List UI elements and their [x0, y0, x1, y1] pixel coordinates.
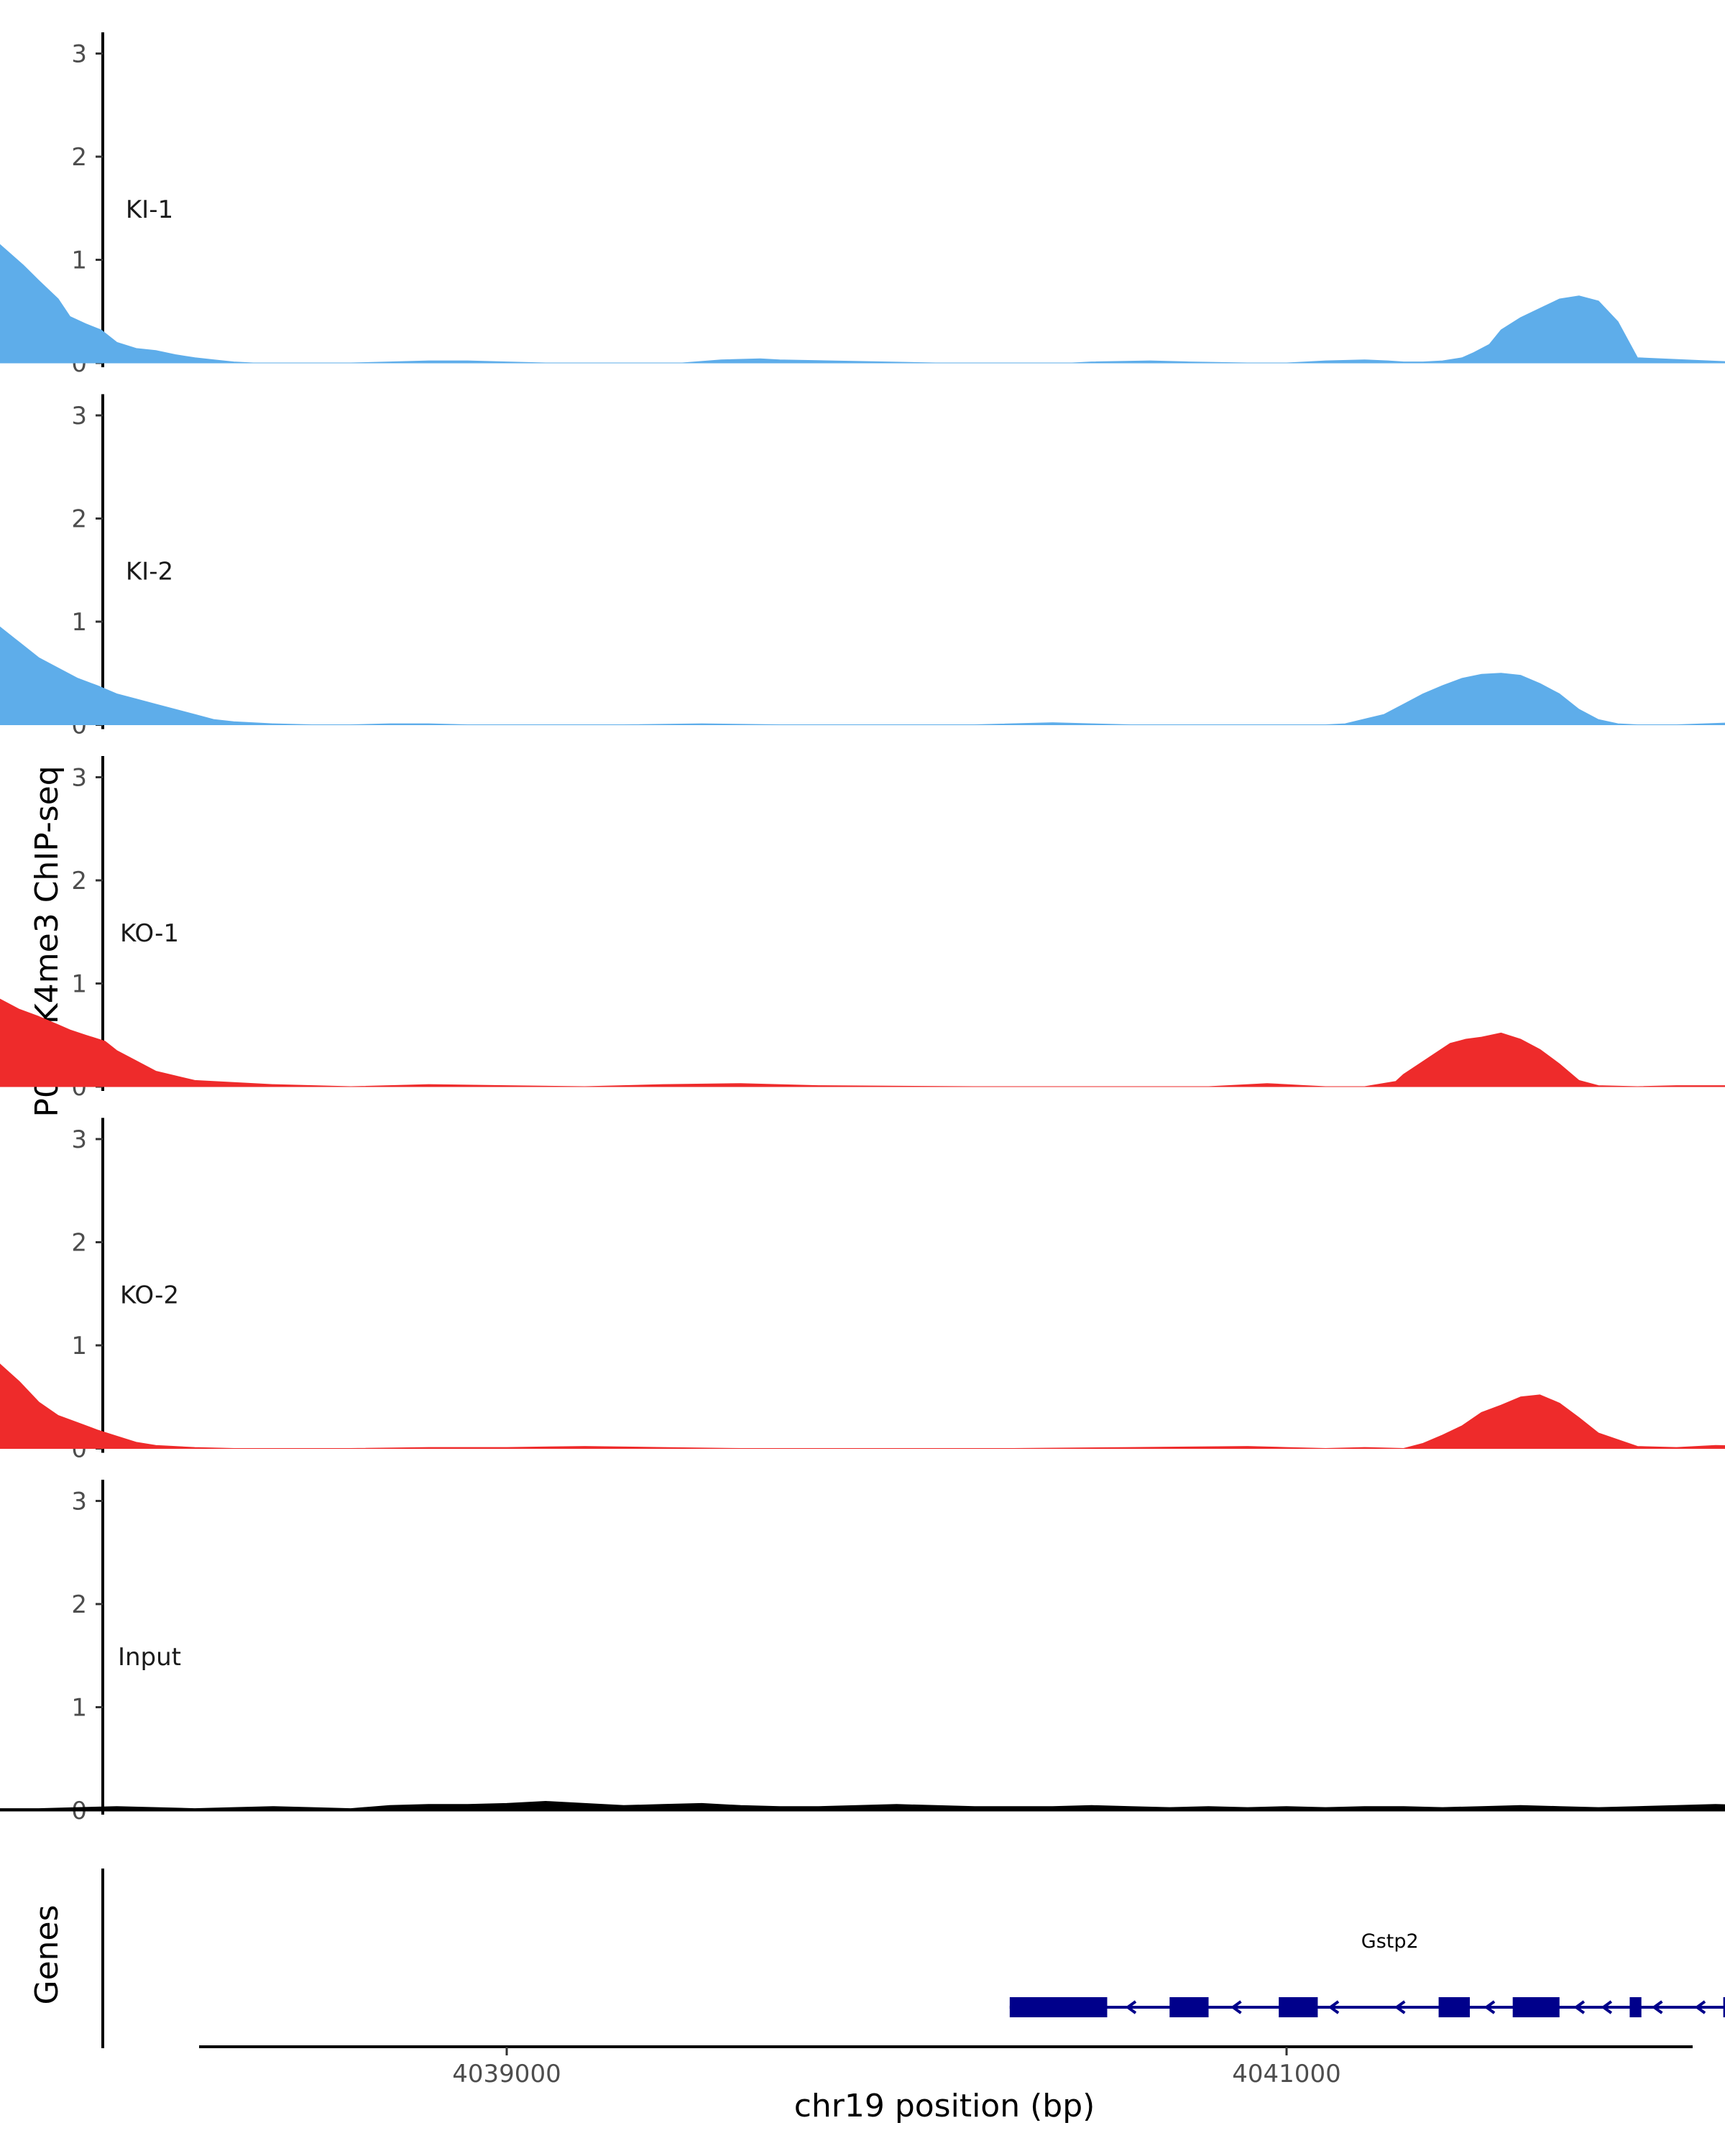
y-tick-label: 3 [71, 1125, 87, 1154]
x-tick-label: 4039000 [452, 2060, 561, 2088]
gene-exon [1723, 1997, 1725, 2017]
x-tick-label: 4041000 [1232, 2060, 1340, 2088]
y-tick-label: 1 [71, 1332, 87, 1360]
y-tick-label: 2 [71, 867, 87, 895]
track-label: KI-2 [126, 558, 173, 586]
x-axis-title: chr19 position (bp) [794, 2088, 1095, 2124]
strand-arrow [1601, 2000, 1613, 2014]
y-tick-label: 3 [71, 764, 87, 793]
y-tick-label: 3 [71, 402, 87, 430]
gene-gstp2: Gstp2 [1009, 1930, 1725, 2017]
y-tick-label: 2 [71, 1229, 87, 1258]
panel-input: 0123Input [0, 1480, 1725, 1825]
gene-exon [1009, 1997, 1108, 2017]
strand-arrow [1230, 2000, 1242, 2014]
y-tick-label: 2 [71, 1590, 87, 1619]
gene-exon [1438, 1997, 1470, 2017]
y-tick-label: 1 [71, 1694, 87, 1723]
x-axis: 4039000404100040430004045000 [199, 2045, 1693, 2088]
coverage-area-ko-2 [0, 1363, 1725, 1449]
strand-arrow [1125, 2000, 1137, 2014]
y-tick-label: 2 [71, 505, 87, 534]
strand-arrow [1694, 2000, 1706, 2014]
track-label: Input [118, 1643, 181, 1672]
strand-arrow [1328, 2000, 1340, 2014]
y-tick-label: 1 [71, 970, 87, 999]
strand-arrow [1394, 2000, 1406, 2014]
coverage-area-ki-1 [0, 244, 1725, 364]
y-tick-label: 3 [71, 40, 87, 69]
y-tick-label: 1 [71, 608, 87, 637]
coverage-panels: 0123KI-10123KI-20123KO-10123KO-20123Inpu… [0, 32, 1725, 1825]
strand-arrow [1651, 2000, 1663, 2014]
genes-track-title: Genes [29, 1904, 65, 2004]
strand-arrow [1484, 2000, 1496, 2014]
gene-label: Gstp2 [1361, 1930, 1419, 1953]
strand-arrow [1573, 2000, 1586, 2014]
y-tick-label: 1 [71, 247, 87, 275]
track-label: KO-2 [120, 1281, 179, 1310]
genes-track: Gstp1Gstp2 [101, 1869, 1725, 2048]
gene-exon [1279, 1997, 1318, 2017]
coverage-area-input [0, 1801, 1725, 1812]
gene-exon [1169, 1997, 1209, 2017]
coverage-area-ko-1 [0, 998, 1725, 1087]
y-tick-label: 3 [71, 1488, 87, 1516]
gene-exon [1512, 1997, 1560, 2017]
y-tick-label: 2 [71, 143, 87, 172]
coverage-area-ki-2 [0, 626, 1725, 725]
track-label: KI-1 [126, 195, 173, 224]
track-label: KO-1 [120, 919, 179, 948]
gene-exon [1629, 1997, 1642, 2017]
